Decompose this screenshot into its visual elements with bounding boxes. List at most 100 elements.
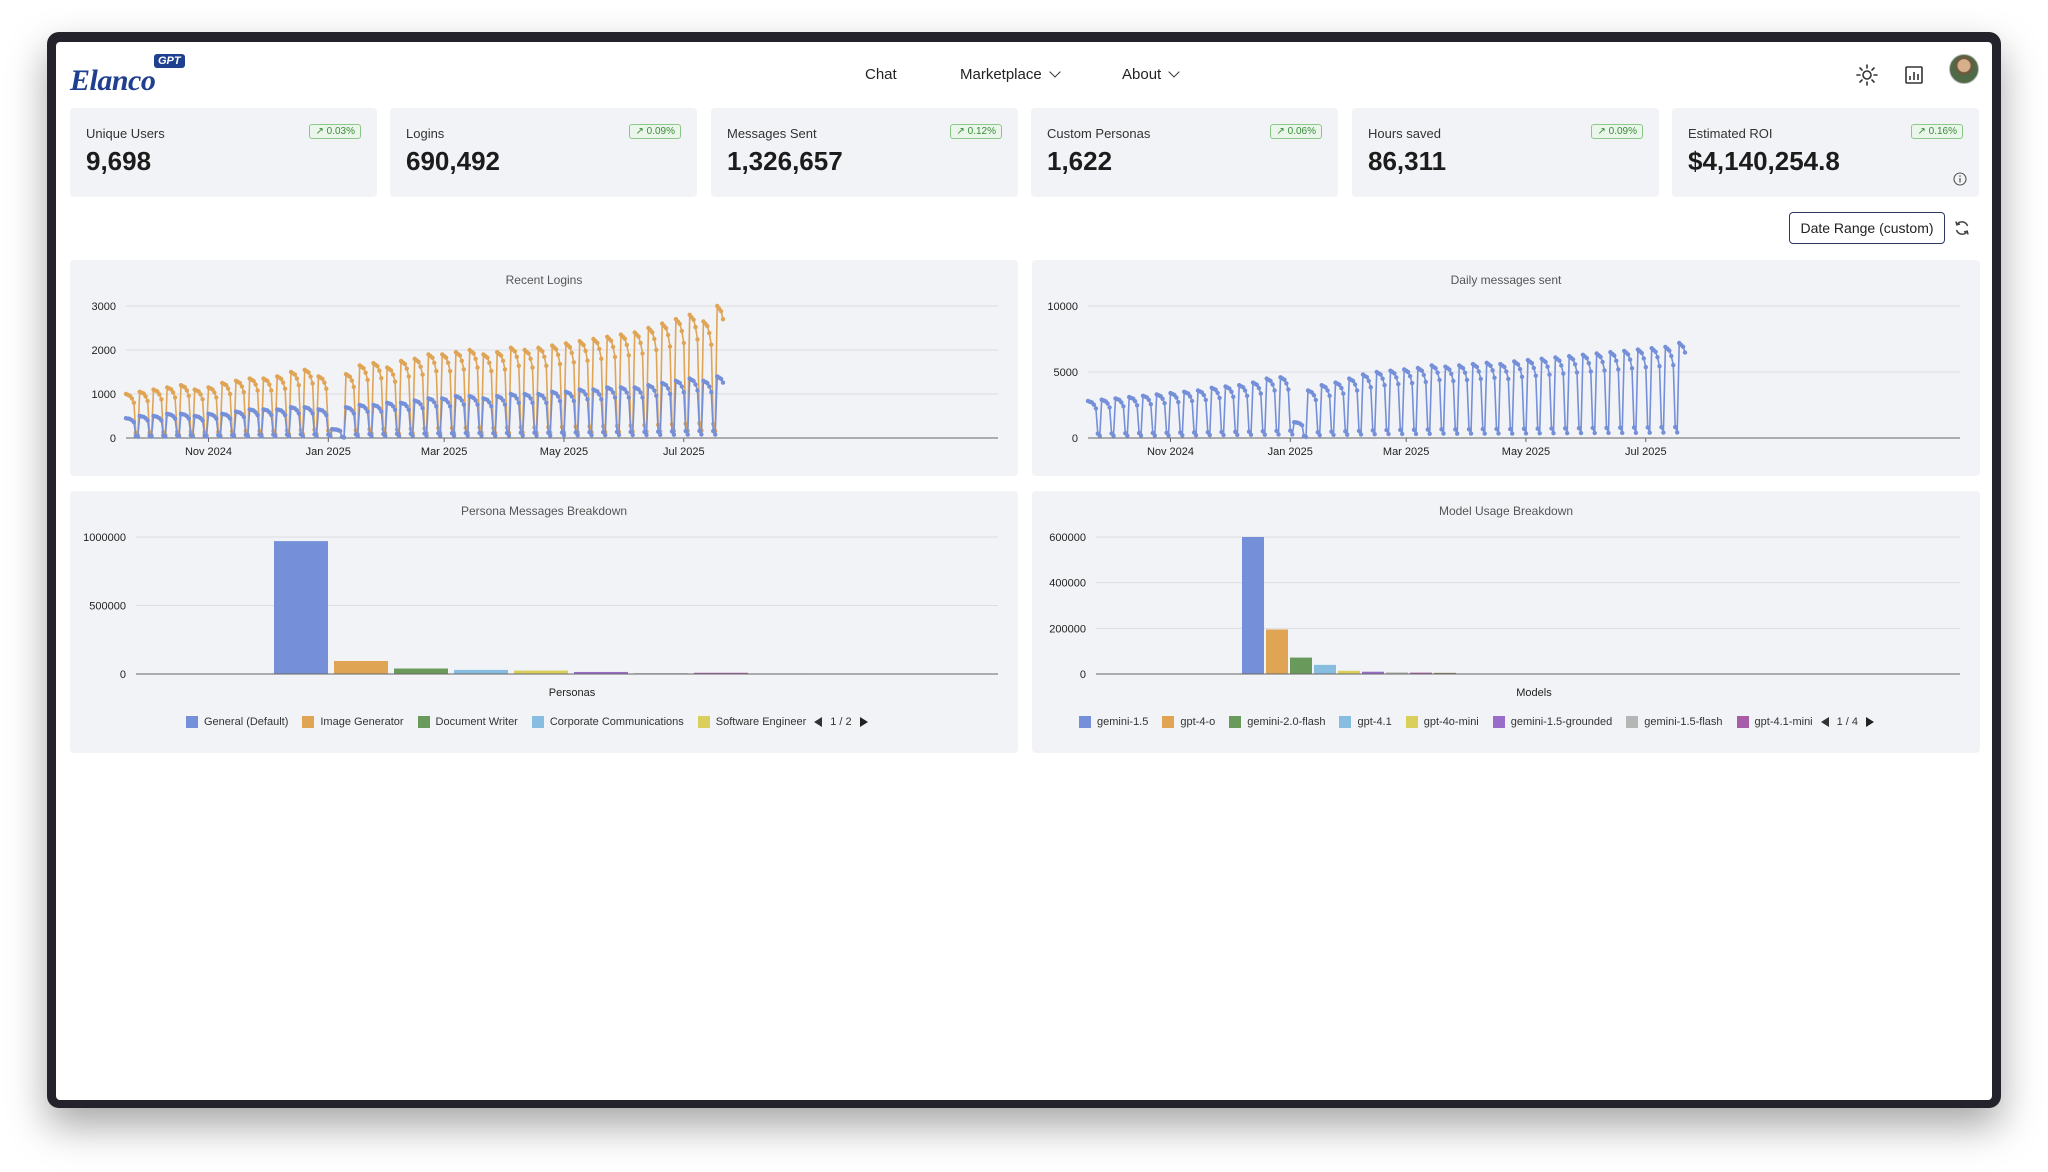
avatar[interactable] bbox=[1949, 54, 1979, 84]
data-point bbox=[677, 321, 682, 327]
legend-item[interactable]: gpt-4.1-mini bbox=[1736, 716, 1813, 728]
bar bbox=[574, 671, 628, 674]
legend-item[interactable]: gemini-1.5 bbox=[1079, 716, 1148, 728]
data-point bbox=[351, 384, 356, 390]
data-point bbox=[1600, 359, 1605, 365]
data-point bbox=[544, 363, 549, 368]
legend-item[interactable]: gpt-4o-mini bbox=[1405, 716, 1479, 728]
data-point bbox=[1244, 393, 1250, 398]
legend-next-icon[interactable] bbox=[859, 717, 868, 727]
change-badge: ↗ 0.09% bbox=[629, 124, 681, 139]
data-point bbox=[377, 368, 382, 373]
data-point bbox=[1343, 429, 1348, 434]
data-point bbox=[131, 400, 137, 405]
nav-marketplace-label: Marketplace bbox=[960, 66, 1042, 83]
logo[interactable]: Elanco GPT bbox=[70, 52, 190, 98]
data-point bbox=[1299, 423, 1305, 428]
data-point bbox=[1537, 431, 1542, 436]
data-point bbox=[707, 330, 712, 336]
legend-item[interactable]: gemini-1.5-flash bbox=[1626, 716, 1723, 728]
nav-marketplace[interactable]: Marketplace bbox=[960, 66, 1061, 83]
data-point bbox=[693, 382, 698, 387]
data-point bbox=[438, 433, 443, 438]
data-point bbox=[1476, 369, 1481, 374]
legend-item[interactable]: Software Engineer bbox=[697, 716, 806, 728]
data-point bbox=[253, 382, 258, 387]
x-tick-label: May 2025 bbox=[540, 446, 588, 458]
x-tick-label: Jul 2025 bbox=[663, 446, 705, 458]
legend-prev-icon[interactable] bbox=[814, 717, 823, 727]
data-point bbox=[1382, 383, 1387, 388]
legend-item[interactable]: gpt-4-o bbox=[1162, 716, 1215, 728]
data-point bbox=[314, 434, 319, 439]
data-point bbox=[186, 416, 191, 421]
data-point bbox=[1606, 430, 1611, 436]
x-tick-label: Mar 2025 bbox=[421, 446, 467, 458]
data-point bbox=[416, 359, 421, 365]
data-point bbox=[608, 338, 614, 343]
nav-about[interactable]: About bbox=[1122, 66, 1180, 83]
legend-prev-icon[interactable] bbox=[1820, 717, 1829, 727]
y-tick-label: 1000 bbox=[92, 389, 116, 401]
data-point bbox=[1256, 385, 1262, 391]
data-point bbox=[1411, 427, 1417, 432]
data-point bbox=[294, 376, 300, 381]
y-tick-label: 500000 bbox=[89, 601, 126, 613]
legend-next-icon[interactable] bbox=[1866, 717, 1875, 727]
data-point bbox=[1598, 354, 1603, 360]
data-point bbox=[273, 434, 278, 439]
data-point bbox=[1504, 369, 1509, 374]
data-point bbox=[430, 355, 435, 360]
data-point bbox=[420, 372, 425, 377]
data-point bbox=[1578, 430, 1584, 436]
data-point bbox=[176, 434, 182, 439]
data-point bbox=[585, 397, 590, 402]
data-point bbox=[1631, 425, 1637, 430]
data-point bbox=[379, 409, 384, 414]
sun-icon[interactable] bbox=[1854, 62, 1880, 88]
data-point bbox=[1231, 394, 1236, 399]
data-point bbox=[1680, 344, 1686, 349]
legend-item[interactable]: gpt-4.1 bbox=[1339, 716, 1392, 728]
nav-chat[interactable]: Chat bbox=[865, 66, 897, 83]
chart-icon[interactable] bbox=[1901, 62, 1927, 88]
data-point bbox=[227, 391, 233, 397]
change-badge: ↗ 0.16% bbox=[1911, 124, 1963, 139]
kpi-card-logins: Logins ↗ 0.09% 690,492 bbox=[390, 108, 697, 197]
legend-item[interactable]: gemini-1.5-grounded bbox=[1492, 716, 1612, 728]
legend-item[interactable]: Document Writer bbox=[417, 716, 518, 728]
legend-item[interactable]: Corporate Communications bbox=[531, 716, 684, 728]
data-point bbox=[1641, 356, 1646, 361]
daily-messages-panel: Daily messages sent 0 5000 10000 Nov 2024 Jan… bbox=[1032, 260, 1980, 476]
persona-legend: General (Default) Image Generator Docume… bbox=[186, 716, 868, 728]
data-point bbox=[1356, 428, 1362, 434]
data-point bbox=[1201, 393, 1207, 398]
data-point bbox=[1423, 379, 1428, 385]
refresh-icon[interactable] bbox=[1953, 219, 1971, 237]
bar bbox=[694, 672, 748, 674]
data-point bbox=[475, 365, 480, 370]
data-point bbox=[516, 400, 521, 405]
data-point bbox=[622, 336, 627, 341]
date-range-button[interactable]: Date Range (custom) bbox=[1789, 212, 1945, 244]
legend-item[interactable]: General (Default) bbox=[186, 716, 288, 728]
data-point bbox=[1667, 348, 1672, 353]
data-point bbox=[512, 349, 518, 354]
data-point bbox=[410, 433, 415, 439]
data-point bbox=[224, 383, 229, 388]
kpi-label: Hours saved bbox=[1368, 126, 1441, 141]
info-icon[interactable] bbox=[1953, 172, 1967, 186]
data-point bbox=[1409, 380, 1415, 386]
legend-item[interactable]: gemini-2.0-flash bbox=[1229, 716, 1325, 728]
y-tick-label: 200000 bbox=[1049, 623, 1086, 635]
legend-swatch bbox=[302, 716, 315, 728]
legend-label: Image Generator bbox=[320, 716, 404, 728]
data-point bbox=[599, 397, 604, 402]
data-point bbox=[459, 398, 464, 403]
data-point bbox=[1370, 428, 1375, 433]
legend-item[interactable]: Image Generator bbox=[302, 716, 404, 728]
data-point bbox=[465, 433, 470, 438]
x-tick-label: Jan 2025 bbox=[1268, 446, 1313, 458]
y-tick-label: 3000 bbox=[92, 301, 116, 313]
data-point bbox=[251, 378, 256, 384]
